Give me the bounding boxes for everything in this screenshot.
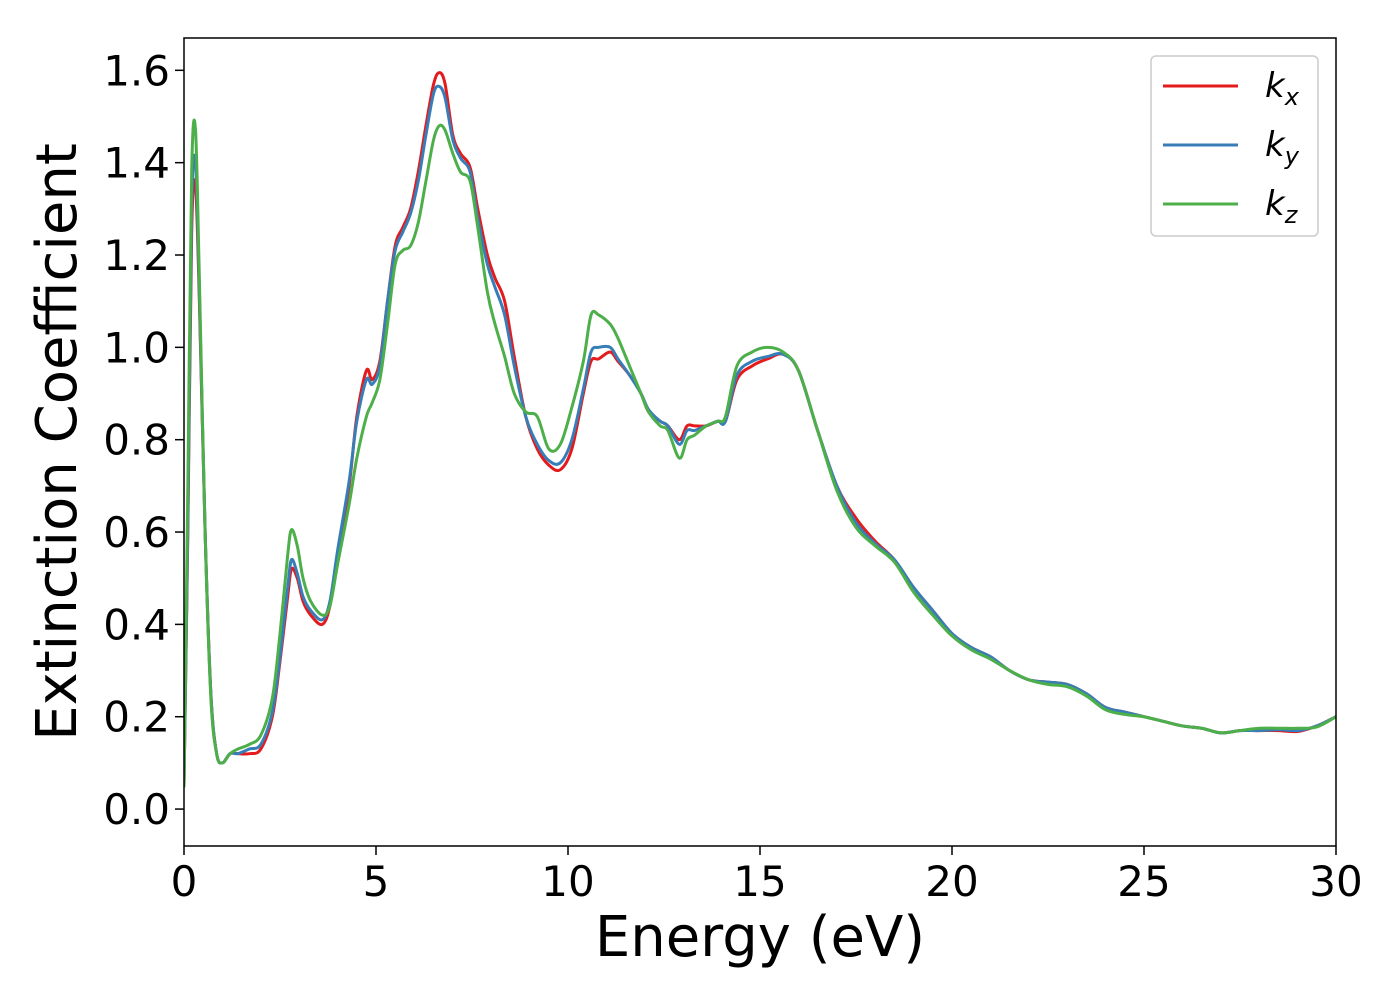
y-tick-label: 0.8 [103, 416, 170, 465]
y-tick-label: 1.4 [103, 139, 170, 188]
y-axis: 0.0 0.2 0.4 0.6 0.8 1.0 1.2 1.4 1.6 [103, 46, 184, 834]
y-axis-label: Extinction Coefficient [25, 143, 90, 741]
series-layer [184, 71, 1336, 788]
x-tick-label: 20 [925, 857, 978, 906]
x-tick-label: 25 [1117, 857, 1170, 906]
legend-label-kz: kz [1265, 184, 1299, 229]
x-axis: 0 5 10 15 20 25 30 [171, 846, 1363, 906]
x-tick-label: 5 [363, 857, 390, 906]
x-tick-label: 0 [171, 857, 198, 906]
series-line-kz [184, 118, 1336, 788]
legend: kx ky kz [1150, 55, 1319, 237]
x-tick-label: 15 [733, 857, 786, 906]
y-tick-label: 1.6 [103, 46, 170, 95]
y-tick-label: 1.2 [103, 231, 170, 280]
x-tick-label: 10 [541, 857, 594, 906]
y-tick-label: 0.2 [103, 693, 170, 742]
legend-label-kx: kx [1265, 66, 1300, 111]
y-tick-label: 1.0 [103, 323, 170, 372]
x-tick-label: 30 [1309, 857, 1362, 906]
y-tick-label: 0.4 [103, 600, 170, 649]
y-tick-label: 0.0 [103, 785, 170, 834]
x-axis-label: Energy (eV) [595, 905, 925, 970]
legend-label-ky: ky [1265, 125, 1300, 170]
y-tick-label: 0.6 [103, 508, 170, 557]
